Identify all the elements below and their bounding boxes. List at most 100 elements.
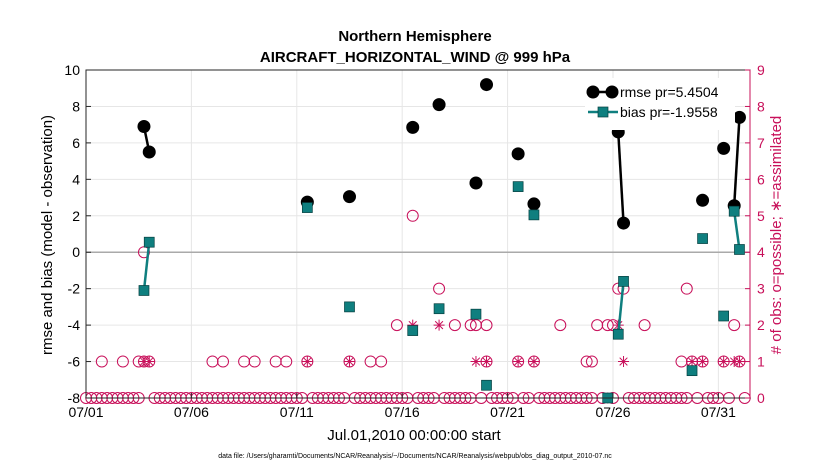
bias-line-segment [142,242,151,291]
y-tick-label-left: 0 [72,244,80,260]
obs-assimilated-marker [407,319,419,331]
y-tick-label-left: 2 [72,208,80,224]
obs-possible-marker [217,355,230,368]
y-tick-label-right: 0 [757,390,765,406]
y-axis-label-left: rmse and bias (model - observation) [39,115,56,355]
rmse-point [469,176,483,190]
y-tick-label-left: -4 [68,317,81,333]
y-tick-label-left: 4 [72,171,80,187]
obs-possible-marker [375,355,388,368]
rmse-point [142,145,156,159]
bias-point [734,244,745,255]
obs-assimilated-marker [481,356,493,368]
obs-possible-marker [280,355,293,368]
x-tick-label: 07/06 [174,404,209,420]
rmse-point [137,119,151,133]
bias-point [697,233,708,244]
x-tick-label: 07/16 [385,404,420,420]
y-tick-label-right: 3 [757,281,765,297]
rmse-line-segment [732,117,741,206]
obs-possible-marker [248,355,261,368]
data-file-footnote: data file: /Users/gharamti/Documents/NCA… [218,453,612,460]
series-layer [137,78,746,404]
bias-point [344,301,355,313]
bias-line-segment [732,211,741,250]
y-tick-label-right: 1 [757,354,765,370]
obs-possible-marker [585,355,598,368]
obs-assimilated-marker [301,356,313,368]
x-tick-label: 07/21 [490,404,525,420]
bias-point [612,328,624,340]
rmse-point [696,193,710,207]
bias-point [301,202,313,213]
obs-assimilated-marker [512,356,524,368]
obs-assimilated-marker [618,356,630,368]
y-axis-label-right: # of obs: o=possible; ∗=assimilated [768,116,785,355]
obs-possible-marker [433,282,446,295]
obs-assimilated-marker [343,356,355,368]
legend-bias-marker [597,106,609,118]
rmse-point [342,190,356,204]
bias-point [143,236,155,248]
obs-assimilated-marker [718,356,730,368]
obs-assimilated-marker [143,356,155,368]
legend-bias-label: bias pr=-1.9558 [620,104,718,120]
bias-line-segment [617,281,625,335]
x-tick-label: 07/01 [68,404,103,420]
rmse-point [511,147,525,161]
y-tick-label-right: 2 [757,317,765,333]
y-tick-label-right: 6 [757,171,765,187]
chart-title-line1: Northern Hemisphere [338,28,491,45]
x-tick-label: 07/26 [595,404,630,420]
x-tick-label: 07/11 [280,404,314,420]
rmse-line-segment [617,131,625,224]
rmse-point [617,216,631,230]
rmse-point [717,141,731,155]
y-tick-label-left: -6 [68,354,81,370]
bias-point [618,276,629,287]
obs-possible-marker [554,319,567,332]
y-tick-label-left: 8 [72,98,80,114]
obs-assimilated-marker [733,356,745,368]
obs-possible-marker [116,355,129,368]
obs-possible-marker [580,355,593,368]
bias-point [718,310,730,322]
obs-possible-marker [680,282,693,295]
rmse-point [480,78,494,92]
obs-assimilated-marker [470,356,482,368]
obs-assimilated-marker [697,356,709,368]
bias-point [407,325,419,336]
rmse-point [406,120,420,134]
y-tick-label-right: 8 [757,98,765,114]
bias-point [728,205,740,217]
obs-possible-marker [464,319,477,332]
obs-possible-marker [728,319,741,332]
y-tick-label-left: 6 [72,135,80,151]
bias-point [528,209,540,221]
obs-possible-marker [448,319,461,332]
obs-possible-marker [95,355,108,368]
rmse-point [732,110,746,124]
bias-point [470,308,482,320]
bias-point [686,365,698,377]
ticks-layer: 07/01 07/06 07/11 07/16 07/21 07/26 07/31 -8 -6 -… [64,62,765,420]
obs-assimilated-marker [528,356,540,368]
rmse-point [527,197,541,211]
y-tick-label-left: -8 [68,390,81,406]
bias-point [433,303,445,315]
obs-assimilated-marker [686,356,698,368]
bias-point [138,285,150,296]
obs-possible-marker [406,209,419,222]
obs-possible-marker [480,319,493,332]
y-tick-label-right: 4 [757,244,765,260]
obs-assimilated-marker [433,319,445,331]
chart-title-line2: AIRCRAFT_HORIZONTAL_WIND @ 999 hPa [260,49,571,66]
obs-possible-marker [638,319,651,332]
legend-rmse-marker [586,85,600,99]
legend-rmse-label: rmse pr=5.4504 [620,84,719,100]
y-tick-label-left: -2 [68,281,81,297]
x-tick-label: 07/31 [701,404,736,420]
y-tick-label-right: 7 [757,135,765,151]
y-tick-label-right: 9 [757,62,765,78]
